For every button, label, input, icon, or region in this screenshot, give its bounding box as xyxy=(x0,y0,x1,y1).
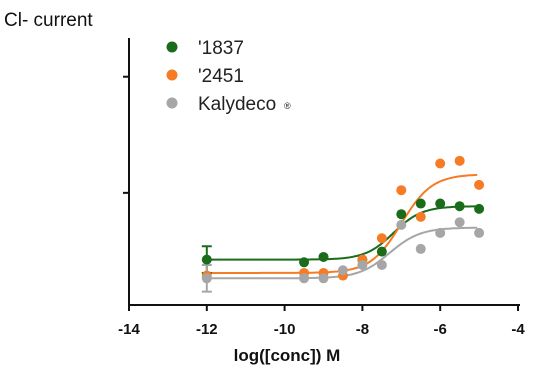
data-point-0 xyxy=(376,246,387,257)
data-point-0 xyxy=(474,203,485,214)
x-tick-label: -10 xyxy=(274,321,296,338)
data-point-0 xyxy=(435,198,446,209)
data-point-2 xyxy=(376,259,387,270)
data-point-0 xyxy=(396,209,407,220)
data-point-2 xyxy=(337,265,348,276)
fit-curve-0 xyxy=(206,205,478,261)
data-point-1 xyxy=(454,155,465,166)
data-point-1 xyxy=(415,211,426,222)
x-axis-label: log([conc]) M xyxy=(233,346,341,365)
legend-marker-0 xyxy=(166,41,178,53)
data-point-2 xyxy=(357,259,368,270)
data-point-2 xyxy=(474,227,485,238)
data-point-2 xyxy=(415,243,426,254)
data-point-2 xyxy=(435,227,446,238)
data-point-2 xyxy=(201,273,212,284)
legend-label-0: '1837 xyxy=(198,38,244,59)
legend-marker-1 xyxy=(166,69,178,81)
data-point-0 xyxy=(415,198,426,209)
registered-mark: ® xyxy=(284,101,291,111)
data-point-2 xyxy=(396,219,407,230)
data-point-1 xyxy=(396,185,407,196)
data-point-0 xyxy=(201,254,212,265)
legend-label-2: Kalydeco xyxy=(198,94,276,115)
data-point-0 xyxy=(318,251,329,262)
legend-marker-2 xyxy=(166,97,178,109)
data-point-2 xyxy=(318,273,329,284)
x-tick-label: -4 xyxy=(511,321,525,338)
data-point-1 xyxy=(435,158,446,169)
x-tick-label: -14 xyxy=(118,321,140,338)
data-point-0 xyxy=(299,257,310,268)
data-point-2 xyxy=(454,217,465,228)
data-point-1 xyxy=(376,233,387,244)
x-tick-label: -12 xyxy=(196,321,218,338)
data-point-1 xyxy=(474,179,485,190)
x-tick-label: -8 xyxy=(356,321,369,338)
data-point-2 xyxy=(299,273,310,284)
x-tick-label: -6 xyxy=(434,321,447,338)
legend-label-1: '2451 xyxy=(198,66,244,87)
y-axis-label: Cl- current xyxy=(4,10,93,31)
data-point-0 xyxy=(454,201,465,212)
